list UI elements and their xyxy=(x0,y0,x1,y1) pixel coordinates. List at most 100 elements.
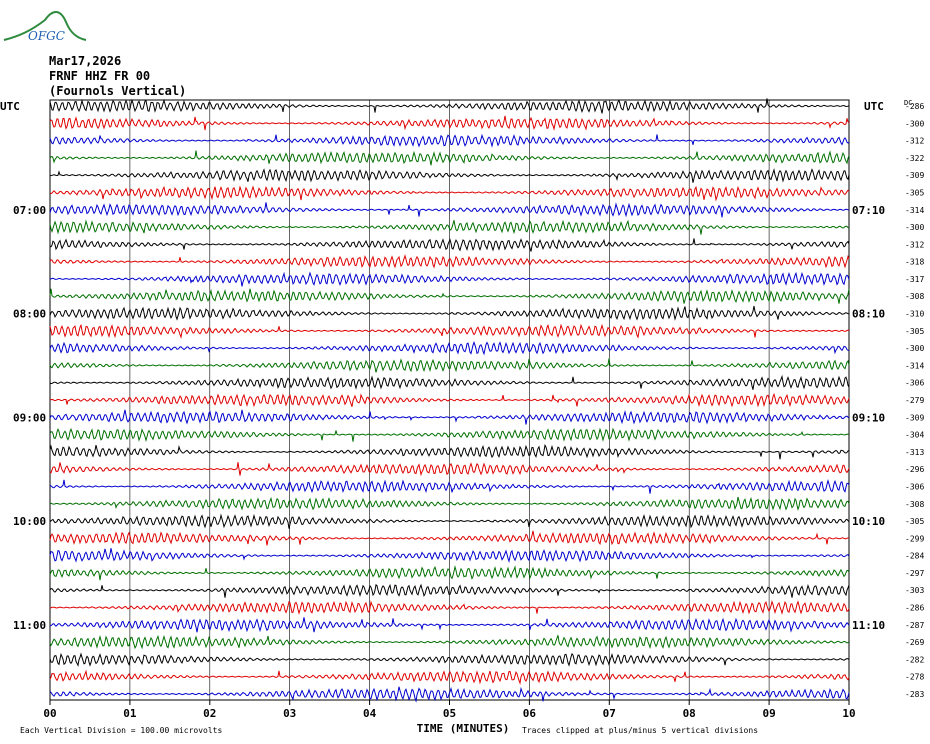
trace-line xyxy=(50,238,850,252)
x-tick-label: 04 xyxy=(363,707,377,720)
x-tick-label: 08 xyxy=(683,707,696,720)
dc-offset-label: -279 xyxy=(905,396,924,405)
dc-offset-label: -305 xyxy=(905,188,924,197)
trace-line xyxy=(49,392,850,408)
right-time-label: 11:10 xyxy=(852,619,885,632)
dc-offset-label: -299 xyxy=(905,534,924,543)
trace-line xyxy=(49,617,850,633)
dc-offset-label: -305 xyxy=(905,327,924,336)
trace-line xyxy=(49,634,850,650)
trace-line xyxy=(49,496,850,511)
trace-line xyxy=(49,374,850,390)
dc-offset-label: -312 xyxy=(905,240,924,249)
trace-line xyxy=(49,479,850,494)
trace-line xyxy=(49,686,850,703)
left-time-label: 09:00 xyxy=(13,411,46,424)
dc-offset-label: -322 xyxy=(905,154,924,163)
trace-line xyxy=(49,513,850,529)
trace-line xyxy=(49,305,850,321)
dc-offset-label: -306 xyxy=(905,379,924,388)
x-tick-label: 07 xyxy=(603,707,616,720)
trace-line xyxy=(49,202,850,218)
trace-line xyxy=(49,323,850,339)
trace-line xyxy=(49,288,850,304)
dc-offset-label: -313 xyxy=(905,448,924,457)
dc-offset-label: -283 xyxy=(905,690,924,699)
left-utc-label: UTC xyxy=(0,100,20,113)
dc-offset-label: -314 xyxy=(905,361,924,370)
trace-line xyxy=(49,427,850,443)
right-time-label: 09:10 xyxy=(852,411,885,424)
dc-offset-label: -306 xyxy=(905,482,924,491)
trace-line xyxy=(49,185,850,202)
axis-labels: 00 01 02 03 04 05 06 07 08 09 10 -286 -300 -312 -322 -3… xyxy=(0,99,924,735)
dc-offset-label: -305 xyxy=(905,517,924,526)
trace-line xyxy=(49,150,850,166)
trace-line xyxy=(49,167,850,183)
trace-line xyxy=(49,133,850,148)
dc-offset-label: -308 xyxy=(905,292,924,301)
trace-line xyxy=(49,341,850,356)
dc-offset-label: -269 xyxy=(905,638,924,647)
dc-offset-label: -309 xyxy=(905,171,924,180)
dc-offset-label: -300 xyxy=(905,223,924,232)
x-axis-title: TIME (MINUTES) xyxy=(417,722,510,735)
logo-swoosh xyxy=(3,11,87,41)
trace-line xyxy=(49,565,850,581)
header-location: (Fournols Vertical) xyxy=(49,84,187,98)
dc-offset-label: -308 xyxy=(905,500,924,509)
trace-line xyxy=(49,462,850,477)
dc-offset-label: -297 xyxy=(905,569,924,578)
x-tick-label: 06 xyxy=(523,707,537,720)
trace-line xyxy=(49,583,850,598)
dc-offset-label: -284 xyxy=(905,552,924,561)
footer-clip-note: Traces clipped at plus/minus 5 vertical … xyxy=(522,726,758,735)
trace-line xyxy=(49,219,850,235)
left-time-label: 08:00 xyxy=(13,308,46,321)
trace-line xyxy=(49,600,850,615)
ofgc-logo: OFGC xyxy=(3,11,87,43)
x-tick-label: 02 xyxy=(203,707,216,720)
dc-offset-label: -303 xyxy=(905,586,924,595)
dc-offset-label: -312 xyxy=(905,137,924,146)
dc-offset-label: -314 xyxy=(905,206,924,215)
dc-offset-label: -300 xyxy=(905,344,924,353)
trace-line xyxy=(49,652,850,667)
dc-offset-label: -296 xyxy=(905,465,924,474)
dc-offset-label: -282 xyxy=(905,655,924,664)
dc-offset-label: -278 xyxy=(905,673,924,682)
dc-offset-label: -287 xyxy=(905,621,924,630)
dc-offset-label: -317 xyxy=(905,275,924,284)
left-time-label: 10:00 xyxy=(13,515,46,528)
x-tick-label: 10 xyxy=(842,707,855,720)
trace-line xyxy=(49,443,850,460)
dc-offset-label: -310 xyxy=(905,310,924,319)
trace-line xyxy=(49,271,850,287)
right-utc-label: UTC xyxy=(864,100,884,113)
left-time-label: 11:00 xyxy=(13,619,46,632)
dc-offset-label: -318 xyxy=(905,258,924,267)
trace-line xyxy=(49,548,850,564)
left-time-label: 07:00 xyxy=(13,204,46,217)
logo-text: OFGC xyxy=(28,29,65,43)
right-time-label: 10:10 xyxy=(852,515,885,528)
x-tick-label: 03 xyxy=(283,707,296,720)
dc-offset-label: -286 xyxy=(905,102,924,111)
dc-offset-label: -304 xyxy=(905,431,924,440)
dc-header-label: DC xyxy=(904,99,912,107)
trace-line xyxy=(49,254,850,269)
trace-line xyxy=(49,530,850,546)
x-tick-label: 00 xyxy=(43,707,56,720)
right-time-label: 08:10 xyxy=(852,308,885,321)
trace-line xyxy=(49,409,850,425)
footer-division-note: Each Vertical Division = 100.00 microvol… xyxy=(20,726,222,735)
seismic-traces xyxy=(49,98,850,703)
dc-offset-label: -286 xyxy=(905,604,924,613)
right-time-label: 07:10 xyxy=(852,204,885,217)
dc-offset-label: -309 xyxy=(905,413,924,422)
x-tick-label: 01 xyxy=(123,707,137,720)
dc-offset-label: -300 xyxy=(905,119,924,128)
x-tick-label: 09 xyxy=(762,707,775,720)
trace-line xyxy=(49,358,850,373)
